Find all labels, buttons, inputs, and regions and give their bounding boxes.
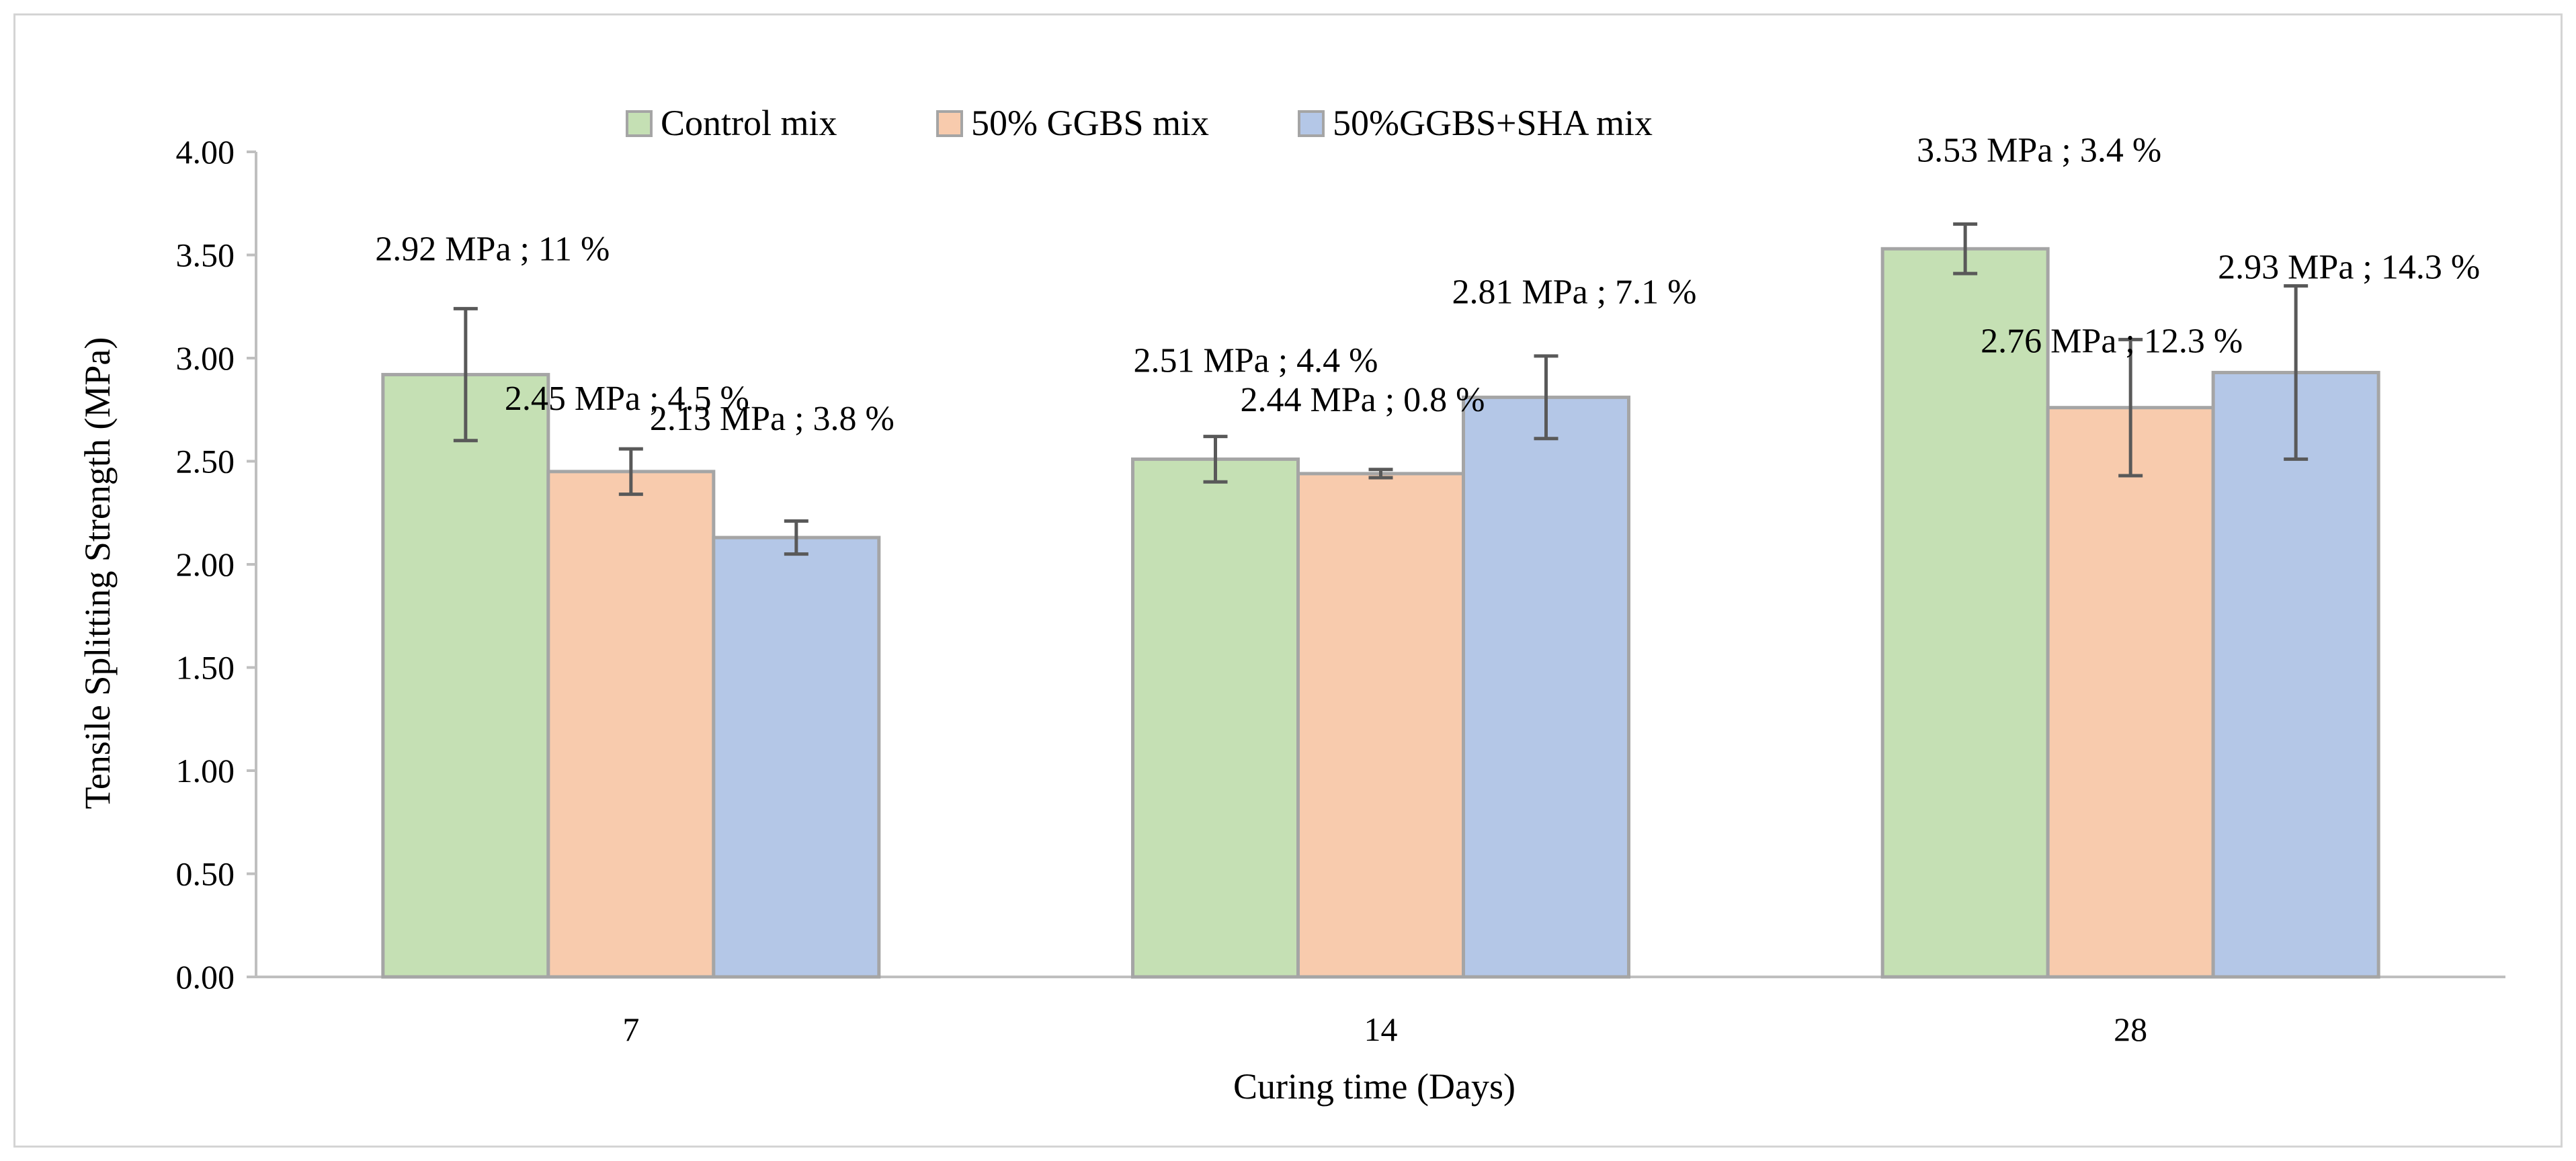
bar [1131,457,1300,979]
data-label: 2.92 MPa ; 11 % [375,230,610,269]
y-tick-label: 4.00 [176,133,235,171]
x-axis-title: Curing time (Days) [1233,1066,1515,1107]
legend-label: 50%GGBS+SHA mix [1333,103,1653,143]
y-tick-label: 2.50 [176,443,235,480]
bar [1296,472,1465,979]
x-tick-label: 14 [1364,1010,1398,1048]
x-tick-label: 28 [2114,1010,2147,1048]
bar [2211,370,2380,979]
legend-swatch [1298,110,1325,137]
y-tick-label: 0.50 [176,855,235,893]
data-label: 2.13 MPa ; 3.8 % [650,400,895,438]
legend-swatch [936,110,963,137]
bar [546,470,716,979]
chart-frame: 0.00 0.50 1.00 1.50 2.00 2.50 3.00 3.50 4.00 7 14 2… [13,13,2563,1148]
bar-chart: 0.00 0.50 1.00 1.50 2.00 2.50 3.00 3.50 4.00 7 14 2… [77,103,2505,1107]
bar [712,535,881,979]
bar [2046,406,2215,979]
data-label: 2.45 MPa ; 4.5 % [505,380,749,418]
data-label: 2.44 MPa ; 0.8 % [1241,381,1485,419]
bar [1462,395,1630,979]
y-tick-label: 1.00 [176,752,235,789]
data-label: 2.81 MPa ; 7.1 % [1452,273,1697,311]
data-labels-layer: 2.92 MPa ; 11 % 2.51 MPa ; 4.4 % 3.53 MPa … [375,131,2480,438]
y-tick-label: 0.00 [176,958,235,996]
data-label: 2.51 MPa ; 4.4 % [1134,341,1378,380]
y-tick-label: 1.50 [176,649,235,687]
y-axis-title: Tensile Splitting Strength (MPa) [77,337,118,810]
data-label: 2.93 MPa ; 14.3 % [2218,248,2480,286]
bar [1880,247,2050,979]
legend-label: Control mix [661,103,837,143]
x-tick-label: 7 [622,1010,639,1048]
legend: Control mix 50% GGBS mix 50%GGBS+SHA mix [626,103,1653,143]
legend-label: 50% GGBS mix [971,103,1209,143]
error-bars-layer [453,222,2309,556]
data-label: 3.53 MPa ; 3.4 % [1917,131,2161,169]
bar [381,373,550,979]
legend-swatch [626,110,653,137]
y-tick-label: 3.50 [176,236,235,274]
bars-layer [381,247,2380,979]
y-tick-label: 3.00 [176,339,235,377]
y-tick-label: 2.00 [176,546,235,583]
data-label: 2.76 MPa ; 12.3 % [1981,322,2243,361]
